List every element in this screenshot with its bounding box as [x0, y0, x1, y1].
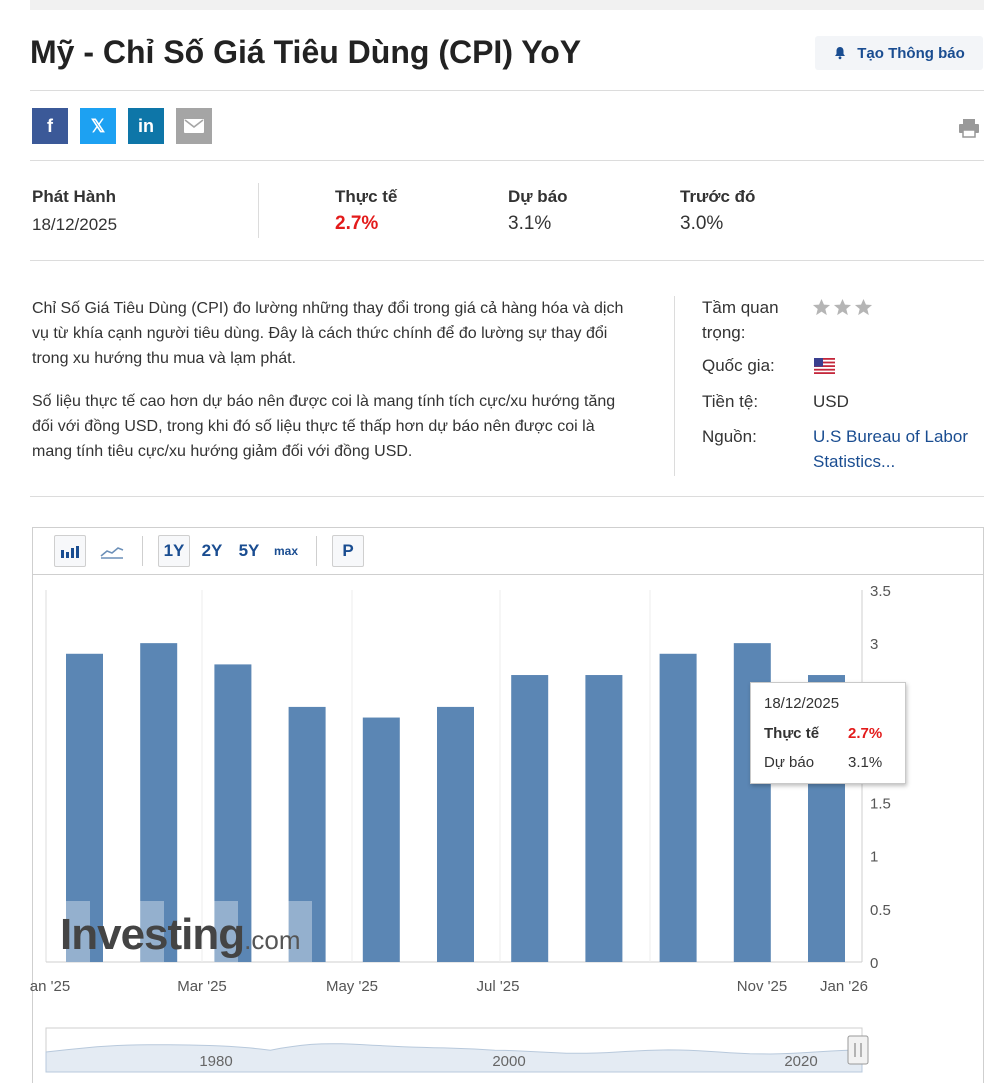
linkedin-icon: in — [138, 115, 154, 136]
previous-value: 3.0% — [680, 213, 724, 234]
x-tick-label: Jul '25 — [477, 978, 520, 995]
source-label: Nguồn: — [702, 427, 757, 446]
watermark-overlay — [288, 901, 312, 962]
y-tick-label: 0 — [870, 955, 878, 972]
navigator-label: 1980 — [199, 1053, 232, 1070]
watermark-overlay — [66, 901, 90, 962]
watermark-suffix: .com — [244, 925, 301, 955]
star-icon — [854, 298, 873, 316]
y-tick-label: 3 — [870, 636, 878, 653]
x-tick-label: Mar '25 — [177, 978, 227, 995]
navigator-label: 2020 — [784, 1053, 817, 1070]
description-paragraph: Chỉ Số Giá Tiêu Dùng (CPI) đo lường nhữn… — [32, 300, 624, 367]
tooltip-forecast-value: 3.1% — [848, 754, 883, 771]
chart-bar[interactable] — [585, 675, 623, 962]
divider — [30, 496, 984, 497]
create-alert-label: Tạo Thông báo — [857, 44, 965, 62]
share-linkedin-button[interactable]: in — [128, 108, 164, 144]
divider — [30, 260, 984, 261]
y-tick-label: 1.5 — [870, 796, 891, 813]
facebook-icon: f — [47, 115, 53, 136]
actual-label: Thực tế — [335, 187, 398, 206]
toolbar-separator — [142, 536, 143, 566]
create-alert-button[interactable]: Tạo Thông báo — [815, 36, 983, 70]
tooltip-actual-label: Thực tế — [764, 725, 820, 742]
description-paragraph: Số liệu thực tế cao hơn dự báo nên được … — [32, 393, 616, 460]
divider — [30, 90, 984, 91]
x-tick-label: an '25 — [30, 978, 70, 995]
source-link[interactable]: U.S Bureau of Labor Statistics... — [813, 427, 968, 471]
range-2y-button[interactable]: 2Y — [201, 541, 223, 560]
share-twitter-button[interactable]: 𝕏 — [80, 108, 116, 144]
divider — [258, 183, 259, 238]
tooltip-date: 18/12/2025 — [764, 695, 840, 712]
print-icon[interactable] — [958, 118, 980, 138]
release-label: Phát Hành — [32, 187, 117, 206]
divider — [30, 160, 984, 161]
chart-container — [32, 527, 984, 1083]
importance-label: Tầm quan trọng: — [702, 298, 779, 342]
chart-bar[interactable] — [214, 664, 252, 962]
x-tick-label: Jan '26 — [820, 978, 868, 995]
chart-tooltip: 18/12/2025 Thực tế 2.7% Dự báo 3.1% — [750, 682, 906, 784]
p-button[interactable]: P — [332, 535, 364, 567]
watermark-overlay — [214, 901, 238, 962]
x-tick-label: Nov '25 — [737, 978, 787, 995]
range-max-button[interactable]: max — [273, 544, 299, 558]
navigator-handle[interactable] — [847, 1035, 869, 1065]
top-bar — [30, 0, 984, 10]
share-email-button[interactable] — [176, 108, 212, 144]
chart-bar[interactable] — [140, 643, 178, 962]
tooltip-actual-value: 2.7% — [848, 725, 883, 742]
bar-chart-icon — [61, 546, 79, 558]
navigator-label: 2000 — [492, 1053, 525, 1070]
range-1y-button[interactable]: 1Y — [158, 535, 190, 567]
chart-bar[interactable] — [362, 717, 400, 962]
chart-bar[interactable] — [659, 653, 697, 962]
toolbar-separator — [316, 536, 317, 566]
actual-value: 2.7% — [335, 213, 379, 234]
chart-bar[interactable] — [66, 653, 103, 962]
us-flag-icon — [814, 358, 835, 374]
y-tick-label: 0.5 — [870, 902, 891, 919]
area-chart-icon — [100, 547, 124, 559]
range-5y-button[interactable]: 5Y — [238, 541, 260, 560]
email-icon — [184, 119, 204, 133]
forecast-label: Dự báo — [508, 187, 568, 206]
currency-label: Tiền tệ: — [702, 392, 759, 411]
navigator-series — [45, 1043, 863, 1073]
currency-value: USD — [813, 392, 849, 411]
tooltip-forecast-label: Dự báo — [764, 754, 815, 771]
share-facebook-button[interactable]: f — [32, 108, 68, 144]
forecast-value: 3.1% — [508, 213, 552, 234]
y-tick-label: 3.5 — [870, 583, 891, 600]
divider — [674, 296, 675, 476]
importance-stars — [812, 298, 873, 317]
bell-icon — [835, 47, 846, 60]
y-tick-label: 1 — [870, 849, 878, 866]
bar-chart-toggle[interactable] — [54, 535, 86, 567]
watermark-overlay — [140, 901, 164, 962]
star-icon — [812, 298, 831, 316]
watermark-brand: Investing — [60, 910, 245, 959]
chart-bar[interactable] — [511, 675, 549, 962]
chart-toolbar-divider — [33, 574, 983, 575]
line-chart-toggle[interactable] — [96, 535, 128, 567]
page-title: Mỹ - Chỉ Số Giá Tiêu Dùng (CPI) YoY — [30, 34, 582, 70]
previous-label: Trước đó — [680, 187, 756, 206]
x-twitter-icon: 𝕏 — [90, 115, 106, 136]
release-date: 18/12/2025 — [32, 215, 118, 234]
chart-bar[interactable] — [437, 706, 474, 962]
chart-bar[interactable] — [288, 706, 326, 962]
country-label: Quốc gia: — [702, 356, 775, 375]
x-tick-label: May '25 — [326, 978, 378, 995]
star-icon — [833, 298, 852, 316]
investing-watermark: Investing.com — [60, 910, 301, 960]
